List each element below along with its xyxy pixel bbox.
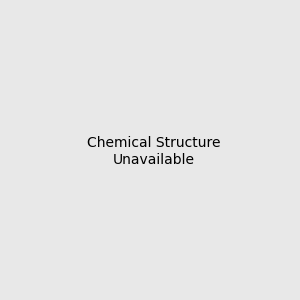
Text: Chemical Structure
Unavailable: Chemical Structure Unavailable: [87, 136, 220, 166]
